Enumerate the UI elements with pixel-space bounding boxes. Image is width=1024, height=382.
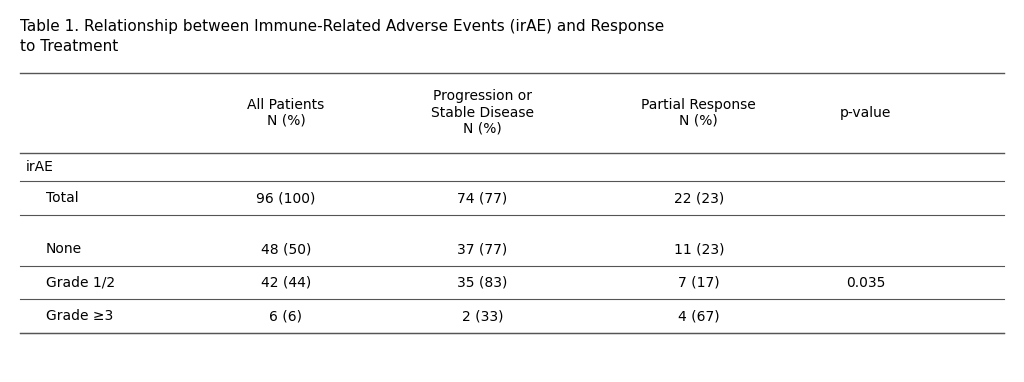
Text: Progression or
Stable Disease
N (%): Progression or Stable Disease N (%) — [431, 89, 534, 136]
Text: 2 (33): 2 (33) — [462, 309, 503, 323]
Text: Partial Response
N (%): Partial Response N (%) — [641, 97, 756, 128]
Text: 7 (17): 7 (17) — [678, 276, 720, 290]
Text: All Patients
N (%): All Patients N (%) — [247, 97, 325, 128]
Text: Grade ≥3: Grade ≥3 — [46, 309, 114, 323]
Text: 42 (44): 42 (44) — [261, 276, 311, 290]
Text: None: None — [46, 242, 82, 256]
Text: Grade 1/2: Grade 1/2 — [46, 276, 116, 290]
Text: Total: Total — [46, 191, 79, 205]
Text: 11 (23): 11 (23) — [674, 242, 724, 256]
Text: 96 (100): 96 (100) — [256, 191, 315, 205]
Text: 4 (67): 4 (67) — [678, 309, 720, 323]
Text: 48 (50): 48 (50) — [261, 242, 311, 256]
Text: 74 (77): 74 (77) — [458, 191, 508, 205]
Text: irAE: irAE — [26, 160, 53, 174]
Text: 35 (83): 35 (83) — [458, 276, 508, 290]
Text: 6 (6): 6 (6) — [269, 309, 302, 323]
Text: p-value: p-value — [841, 106, 892, 120]
Text: 0.035: 0.035 — [846, 276, 886, 290]
Text: Table 1. Relationship between Immune-Related Adverse Events (irAE) and Response
: Table 1. Relationship between Immune-Rel… — [20, 19, 665, 54]
Text: 37 (77): 37 (77) — [458, 242, 508, 256]
Text: 22 (23): 22 (23) — [674, 191, 724, 205]
